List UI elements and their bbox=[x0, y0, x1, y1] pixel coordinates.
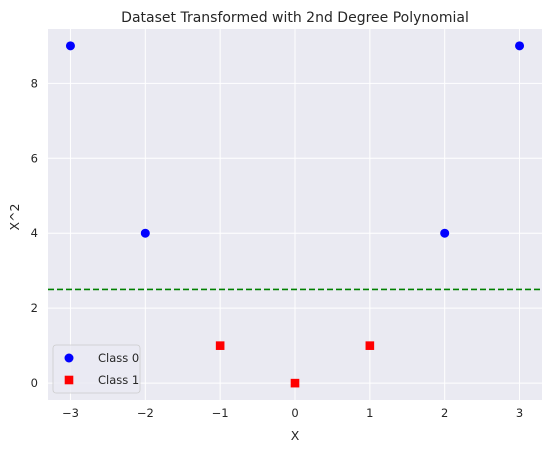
legend-marker-square bbox=[64, 375, 74, 385]
point-class-1 bbox=[365, 341, 375, 350]
point-class-0 bbox=[65, 41, 75, 51]
x-tick-label: −2 bbox=[137, 406, 154, 420]
y-tick-label: 0 bbox=[31, 376, 38, 390]
y-tick-label: 4 bbox=[31, 226, 38, 240]
chart-title: Dataset Transformed with 2nd Degree Poly… bbox=[121, 10, 469, 26]
x-axis-label: X bbox=[291, 428, 300, 443]
legend-marker-circle bbox=[64, 353, 74, 363]
data-points bbox=[65, 41, 525, 388]
y-tick-label: 8 bbox=[31, 76, 38, 90]
legend: Class 0 Class 1 bbox=[52, 344, 141, 394]
point-class-0 bbox=[515, 41, 525, 51]
legend-label: Class 1 bbox=[98, 373, 139, 387]
x-tick-label: 0 bbox=[291, 406, 298, 420]
x-tick-label: −3 bbox=[62, 406, 79, 420]
y-tick-label: 2 bbox=[31, 301, 38, 315]
legend-box bbox=[52, 344, 141, 394]
point-class-1 bbox=[290, 378, 300, 388]
x-tick-label: 2 bbox=[441, 406, 448, 420]
x-tick-label: 3 bbox=[516, 406, 523, 420]
y-tick-label: 6 bbox=[31, 151, 38, 165]
x-tick-label: 1 bbox=[366, 406, 373, 420]
legend-label: Class 0 bbox=[98, 351, 139, 365]
y-axis-label: X^2 bbox=[7, 204, 22, 231]
point-class-1 bbox=[215, 341, 225, 350]
tick-labels: −3 −2 −1 0 1 2 3 0 2 4 6 8 bbox=[31, 76, 524, 420]
point-class-0 bbox=[440, 228, 450, 238]
x-tick-label: −1 bbox=[212, 406, 229, 420]
point-class-0 bbox=[140, 228, 150, 238]
